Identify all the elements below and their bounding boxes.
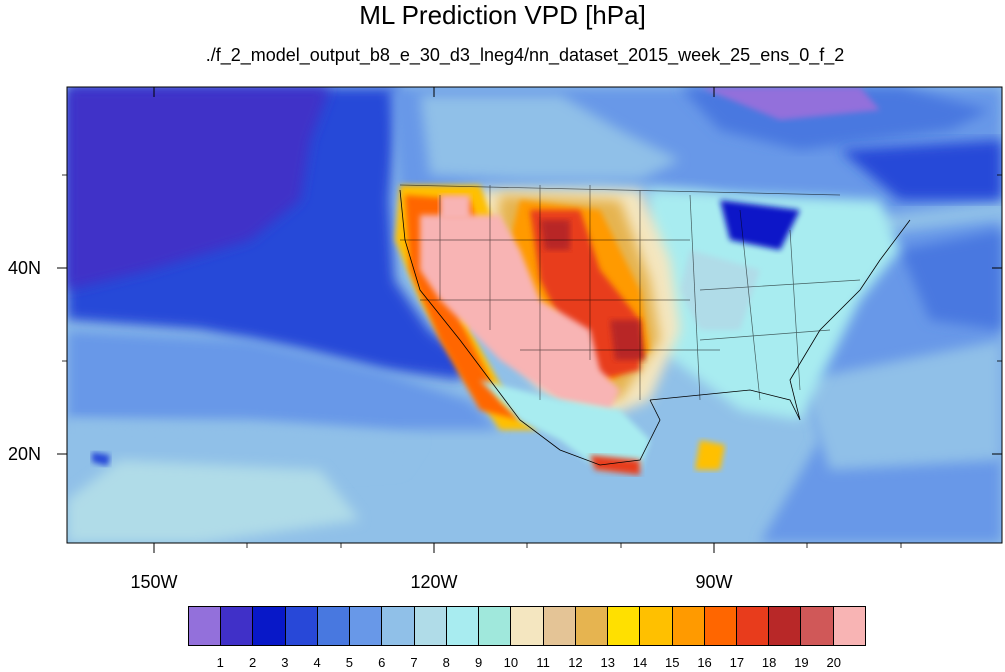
colorbar-tick-label: 2 bbox=[248, 655, 257, 670]
colorbar-swatch bbox=[221, 607, 254, 645]
lon-label-120w: 120W bbox=[410, 572, 458, 592]
chart-subtitle: ./f_2_model_output_b8_e_30_d3_lneg4/nn_d… bbox=[205, 45, 845, 65]
axis-minor-ticks bbox=[62, 174, 1002, 548]
vpd-field bbox=[67, 87, 1002, 543]
colorbar-swatch bbox=[640, 607, 673, 645]
colorbar-swatch bbox=[511, 607, 544, 645]
map-plot bbox=[57, 86, 1003, 553]
colorbar-tick-label: 13 bbox=[600, 655, 615, 670]
colorbar-tick-label: 7 bbox=[410, 655, 418, 670]
state-borders bbox=[399, 184, 861, 401]
colorbar-tick-label: 12 bbox=[568, 655, 583, 670]
lat-label-40n: 40N bbox=[7, 258, 41, 278]
colorbar-swatch bbox=[608, 607, 641, 645]
colorbar-swatch bbox=[672, 607, 705, 645]
map-frame bbox=[66, 86, 1003, 544]
colorbar-swatch bbox=[769, 607, 802, 645]
colorbar-swatch bbox=[285, 607, 318, 645]
coastlines bbox=[399, 189, 911, 466]
colorbar-tick-label: 8 bbox=[442, 655, 450, 670]
colorbar-tick-label: 9 bbox=[474, 655, 483, 670]
colorbar-swatch bbox=[317, 607, 351, 645]
colorbar-tick-label: 10 bbox=[503, 655, 519, 670]
colorbar bbox=[188, 606, 866, 646]
lat-label-20n: 20N bbox=[7, 444, 41, 464]
colorbar-swatch bbox=[543, 607, 576, 645]
colorbar-tick-label: 5 bbox=[345, 655, 354, 670]
colorbar-tick-label: 6 bbox=[378, 655, 386, 670]
colorbar-tick-label: 18 bbox=[761, 655, 777, 670]
colorbar-tick-label: 14 bbox=[632, 655, 648, 670]
colorbar-tick-label: 1 bbox=[216, 655, 224, 670]
colorbar-swatch bbox=[479, 607, 512, 645]
colorbar-swatch bbox=[736, 607, 770, 645]
colorbar-tick-label: 11 bbox=[536, 655, 550, 670]
colorbar-swatch bbox=[414, 607, 447, 645]
colorbar-tick-label: 3 bbox=[281, 655, 289, 670]
colorbar-swatch bbox=[575, 607, 609, 645]
colorbar-swatch bbox=[382, 607, 415, 645]
colorbar-tick-label: 20 bbox=[826, 655, 841, 670]
colorbar-swatch bbox=[833, 607, 865, 645]
colorbar-tick-label: 15 bbox=[665, 655, 680, 670]
colorbar-tick-label: 17 bbox=[729, 655, 745, 670]
colorbar-swatch bbox=[801, 607, 834, 645]
colorbar-swatch bbox=[446, 607, 480, 645]
chart-title: ML Prediction VPD [hPa] bbox=[359, 0, 646, 30]
colorbar-swatch bbox=[189, 607, 222, 645]
colorbar-tick-label: 4 bbox=[313, 655, 321, 670]
axis-ticks bbox=[57, 87, 1002, 553]
colorbar-swatch bbox=[704, 607, 737, 645]
lon-label-150w: 150W bbox=[130, 572, 178, 592]
colorbar-tick-label: 16 bbox=[697, 655, 712, 670]
colorbar-tick-label: 19 bbox=[794, 655, 809, 670]
colorbar-swatch bbox=[350, 607, 383, 645]
colorbar-swatch bbox=[253, 607, 286, 645]
lon-label-90w: 90W bbox=[695, 572, 733, 592]
